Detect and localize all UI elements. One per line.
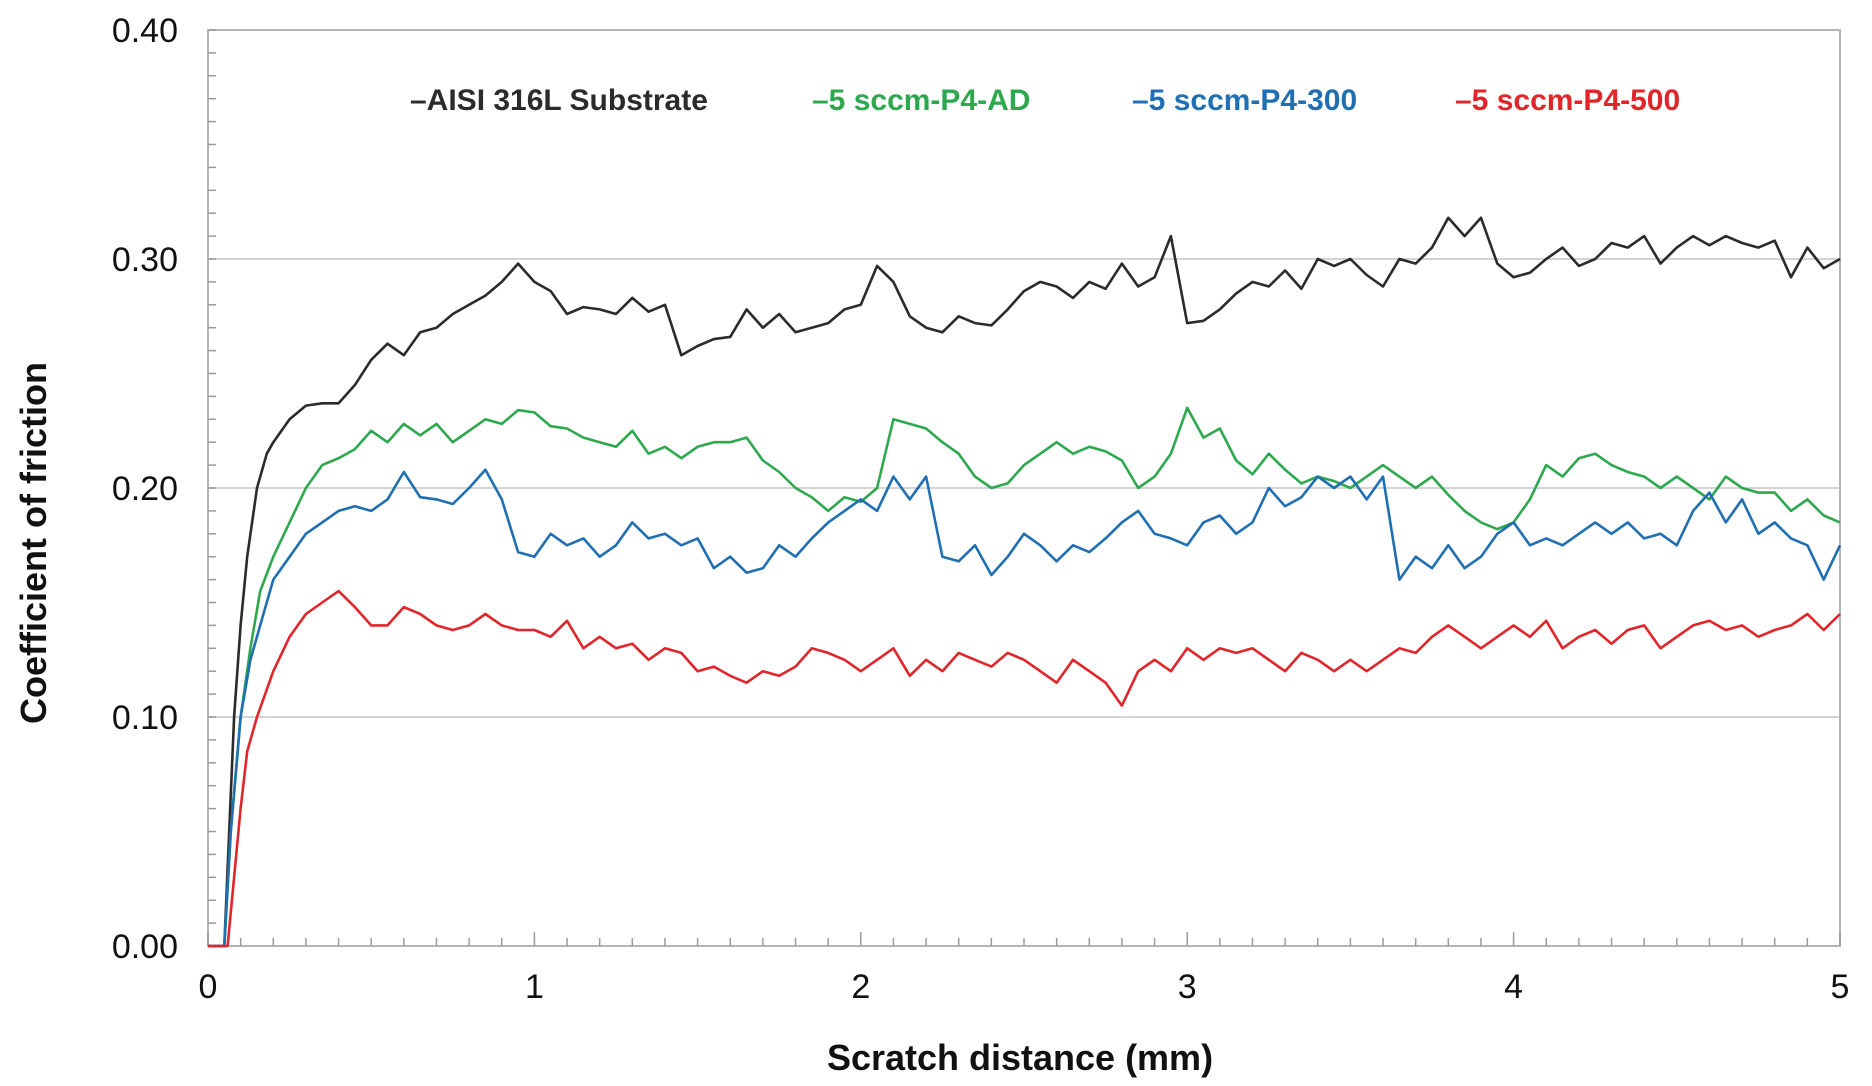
y-tick-label: 0.20 bbox=[112, 470, 178, 508]
legend: –AISI 316L Substrate –5 sccm-P4-AD –5 sccm… bbox=[410, 84, 1680, 117]
x-tick-label: 3 bbox=[1178, 968, 1197, 1006]
legend-entry: –5 sccm-P4-500 bbox=[1455, 84, 1680, 117]
series-line-5-sccm-p4-500 bbox=[208, 589, 1841, 948]
series-line-5-sccm-p4-300 bbox=[208, 468, 1842, 948]
y-tick-label: 0.10 bbox=[112, 699, 178, 737]
series-line-aisi-316l-substrate bbox=[208, 216, 1841, 948]
series-line-5-sccm-p4-ad bbox=[208, 406, 1841, 948]
x-tick-label: 4 bbox=[1504, 968, 1523, 1006]
legend-entry: –AISI 316L Substrate bbox=[410, 84, 708, 117]
y-tick-label: 0.30 bbox=[112, 241, 178, 279]
x-axis-title: Scratch distance (mm) bbox=[827, 1037, 1213, 1078]
x-tick-label: 2 bbox=[851, 968, 870, 1006]
gridlines bbox=[208, 29, 1840, 947]
y-tick-labels: 0.00 0.10 0.20 0.30 0.40 bbox=[112, 12, 178, 966]
legend-entry: –5 sccm-P4-300 bbox=[1132, 84, 1357, 117]
series-lines bbox=[208, 216, 1842, 948]
x-tick-label: 0 bbox=[199, 968, 218, 1006]
y-axis-title: Coefficient of friction bbox=[13, 362, 54, 724]
legend-entry: –5 sccm-P4-AD bbox=[812, 84, 1030, 117]
x-tick-labels: 0 1 2 3 4 5 bbox=[199, 968, 1850, 1006]
y-tick-label: 0.40 bbox=[112, 12, 178, 50]
y-tick-label: 0.00 bbox=[112, 928, 178, 966]
x-tick-label: 1 bbox=[525, 968, 544, 1006]
minor-ticks bbox=[207, 29, 1841, 947]
x-tick-label: 5 bbox=[1831, 968, 1850, 1006]
